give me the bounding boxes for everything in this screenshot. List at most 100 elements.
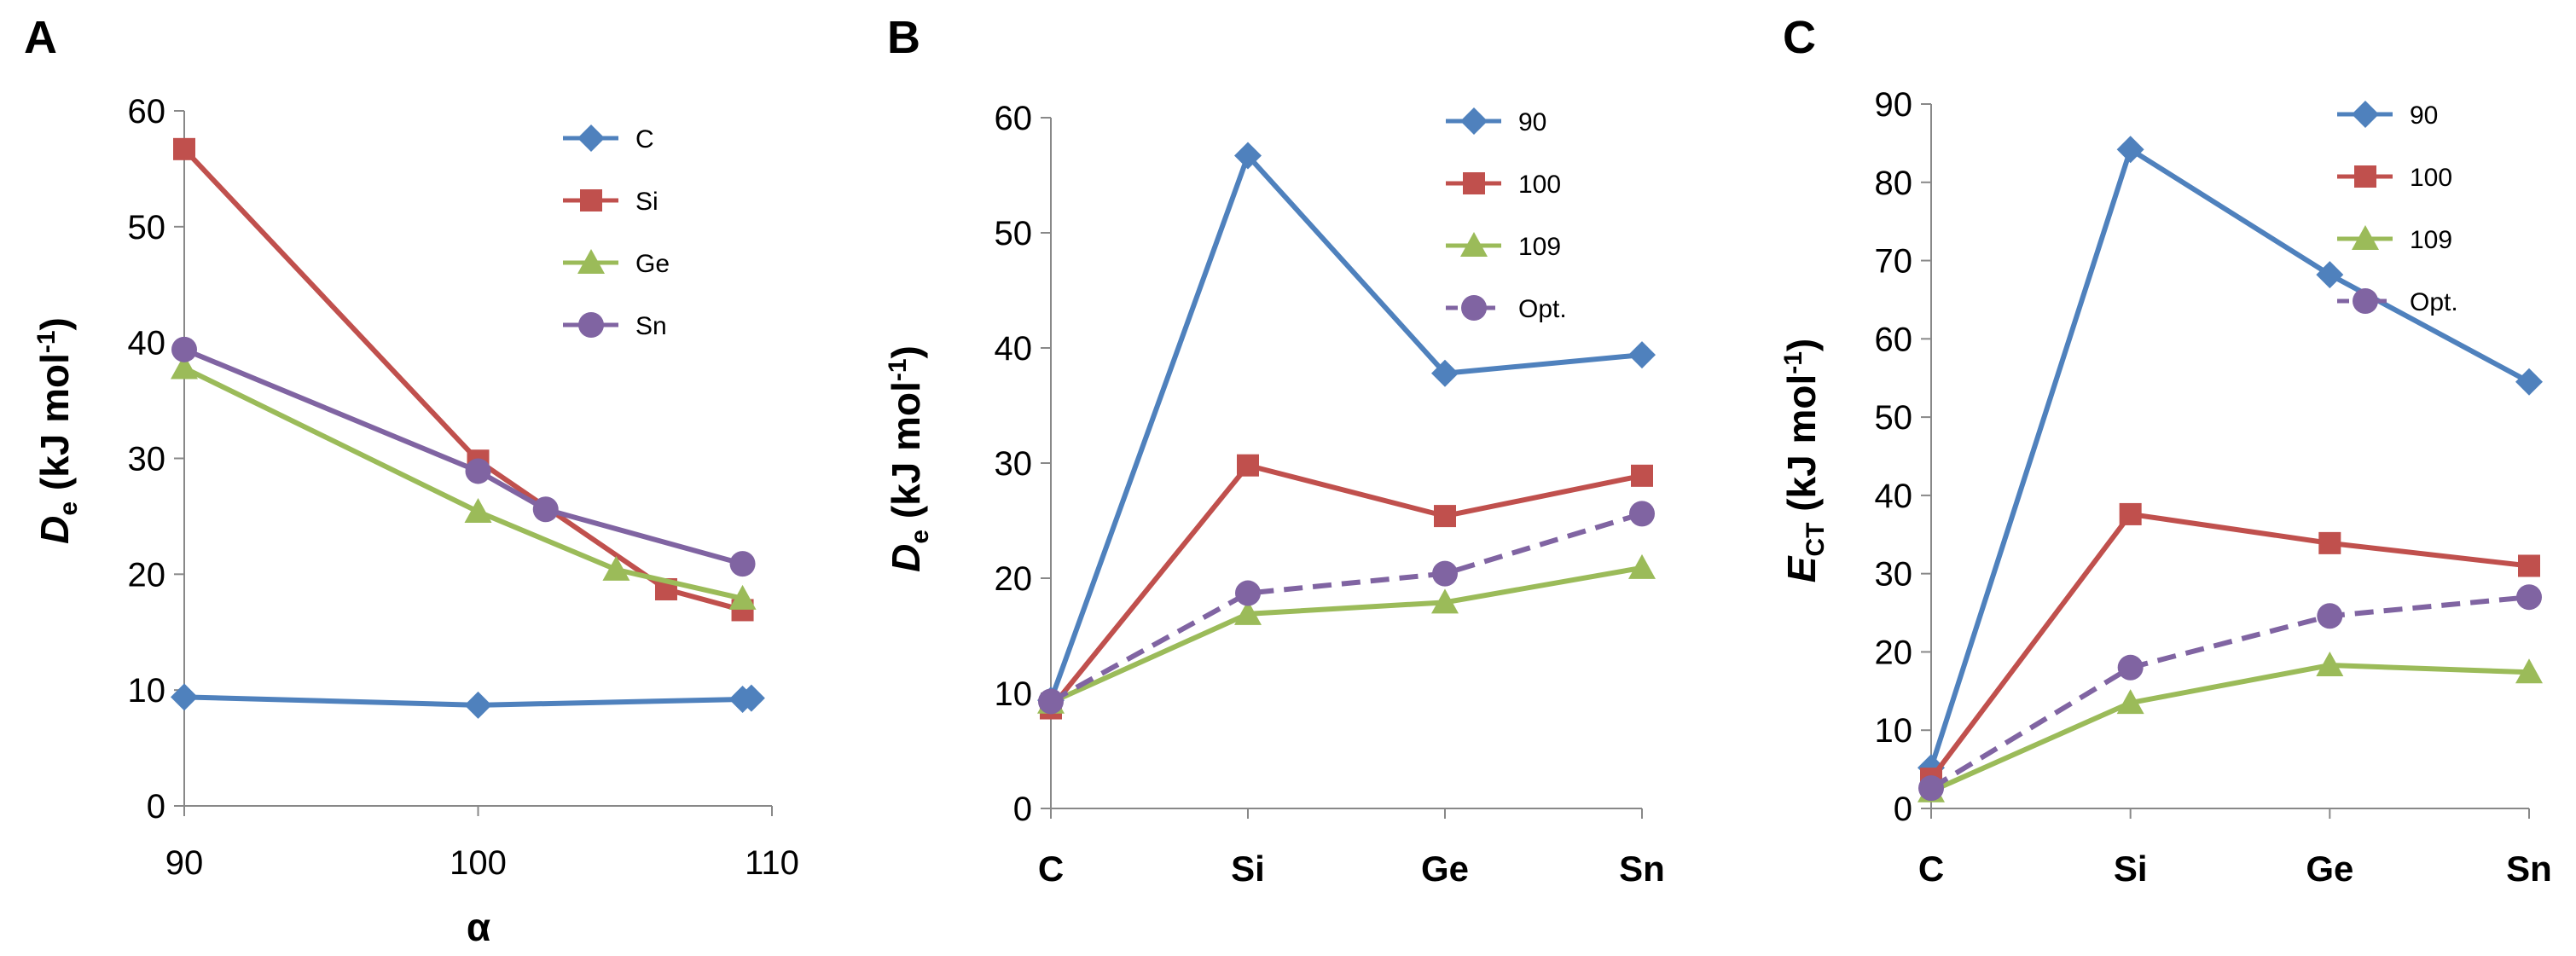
panel-a-data-point [464,691,492,719]
panel-b-data-point [1431,588,1459,614]
panel-c-legend-marker [2353,288,2378,314]
panel-a-legend-marker [577,125,605,152]
panel-a-legend-marker [580,189,602,211]
panel-b-data-point [1631,464,1653,487]
panel-b-data-point [1235,580,1261,606]
panel-b-data-point [1628,553,1656,579]
panel-a-data-point [737,684,765,712]
panel-b-y-axis-title: De (kJ mol-1) [884,345,934,572]
panel-c-data-point [2518,554,2540,577]
panel-b-legend-marker [1460,107,1488,135]
panel-b-legend-marker [1463,172,1485,194]
panel-b-legend-entry: 100 [1446,171,1561,199]
panel-b-series-109 [1037,553,1656,714]
panel-b-y-tick-label: 0 [1013,791,1032,828]
panel-c-y-tick-label: 60 [1875,321,1913,358]
panel-a-series-line [183,347,744,566]
panel-b-series-90 [1037,142,1656,715]
panel-b-label: B [887,12,920,63]
panel-b-legend-label: 100 [1518,171,1561,199]
panel-b-data-point [1628,341,1656,369]
panel-a-legend-entry: Si [563,188,659,216]
panel-c-x-tick-label: C [1918,849,1944,889]
panel-b-data-point [1234,600,1262,625]
panel-c-series-line [1929,145,2531,769]
panel-c-chart: C ECT (kJ mol-1) 0 10 20 30 40 50 60 70 80 90 C Si G… [1779,12,2552,889]
panel-a-x-tick-label: 90 [165,844,204,882]
panel-b-data-point [1234,142,1262,170]
panel-a-y-tick-label: 0 [147,788,165,826]
panel-b-x-tick-label: Si [1231,849,1265,889]
panel-a-y-axis-title: De (kJ mol-1) [32,317,83,544]
panel-b-series-line [1049,565,1643,705]
panel-c-x-tick-label: Sn [2506,849,2552,889]
panel-a-y-tick-label: 60 [128,93,166,130]
panel-c-legend-marker [2352,225,2379,250]
panel-c-data-point [2515,368,2543,396]
panel-b-x-tick-label: Sn [1619,849,1665,889]
panel-c-legend-entry: 100 [2337,164,2452,192]
panel-b-legend-marker [1460,232,1488,257]
panel-a-legend-marker [577,249,605,274]
panel-a-data-point [532,496,559,523]
panel-b-series-100 [1040,454,1653,720]
panel-a-data-point [171,683,198,711]
panel-c-series-line [1929,511,2530,780]
panel-b-data-point [1432,560,1458,587]
panel-a-chart: A De (kJ mol-1) α 0 10 20 30 40 50 60 90 100 110 C… [24,12,799,949]
panel-c-y-tick-label: 40 [1875,478,1913,515]
panel-c-y-tick-label: 10 [1875,712,1913,750]
panel-b-y-tick-label: 30 [995,445,1033,483]
panel-b-legend-entry: 90 [1446,107,1546,136]
panel-a-x-tick-label: 110 [745,844,799,882]
panel-c-data-point [2515,658,2543,684]
panel-a-legend-entry: C [563,125,654,154]
panel-a-series-line [182,147,744,613]
panel-c-x-tick-label: Si [2114,849,2148,889]
panel-b-legend-entry: 109 [1446,232,1561,261]
panel-c-y-tick-label: 90 [1875,86,1913,124]
panel-c-legend-marker [2354,165,2376,188]
panel-c-data-point [2516,584,2542,611]
panel-c-legend-entry: 109 [2337,225,2452,254]
panel-a-series-sn [171,336,756,577]
panel-a-y-tick-label: 40 [128,325,166,362]
panel-c-series-opt [1918,584,2542,802]
panel-c-data-point [2117,654,2144,681]
panel-a-data-point [728,584,757,610]
panel-a-series-ge [171,354,757,610]
panel-b-series-line [1048,462,1643,710]
panel-b-data-point [1237,454,1259,477]
panel-c-x-tick-label: Ge [2306,849,2353,889]
panel-c-data-point [1918,775,1944,802]
panel-c-legend-label: 90 [2410,101,2438,130]
panel-c-data-point [2116,689,2144,715]
panel-b-legend-entry: Opt. [1446,295,1567,323]
panel-c-legend-entry: Opt. [2337,288,2458,316]
panel-c-legend-entry: 90 [2337,101,2438,130]
panel-c-y-tick-label: 0 [1894,791,1912,828]
panel-b-legend-label: 109 [1518,233,1561,261]
panel-c-y-tick-label: 50 [1875,399,1913,437]
panel-c-series-line [1929,594,2530,791]
panel-a-legend-marker [578,312,604,338]
panel-a-y-tick-label: 20 [128,556,166,594]
panel-a-data-point [729,551,756,577]
panel-c-data-point [2317,603,2343,629]
panel-b-y-tick-label: 40 [995,330,1033,368]
panel-b-y-tick-label: 20 [995,560,1033,598]
panel-a-data-point [602,555,630,581]
panel-a-legend-entry: Sn [563,312,667,340]
panel-b-legend-marker [1461,295,1487,321]
panel-b-y-tick-label: 50 [995,215,1033,252]
panel-b-data-point [1629,501,1655,527]
panel-b-y-tick-label: 10 [995,675,1033,713]
panel-a-data-point [173,137,195,160]
panel-b-data-point [1038,688,1064,715]
panel-b-series-opt [1038,501,1655,715]
panel-c-data-point [2116,136,2144,164]
panel-a-series-line [183,365,744,601]
panel-b-legend-label: 90 [1518,108,1546,136]
panel-c-y-tick-label: 20 [1875,634,1913,671]
